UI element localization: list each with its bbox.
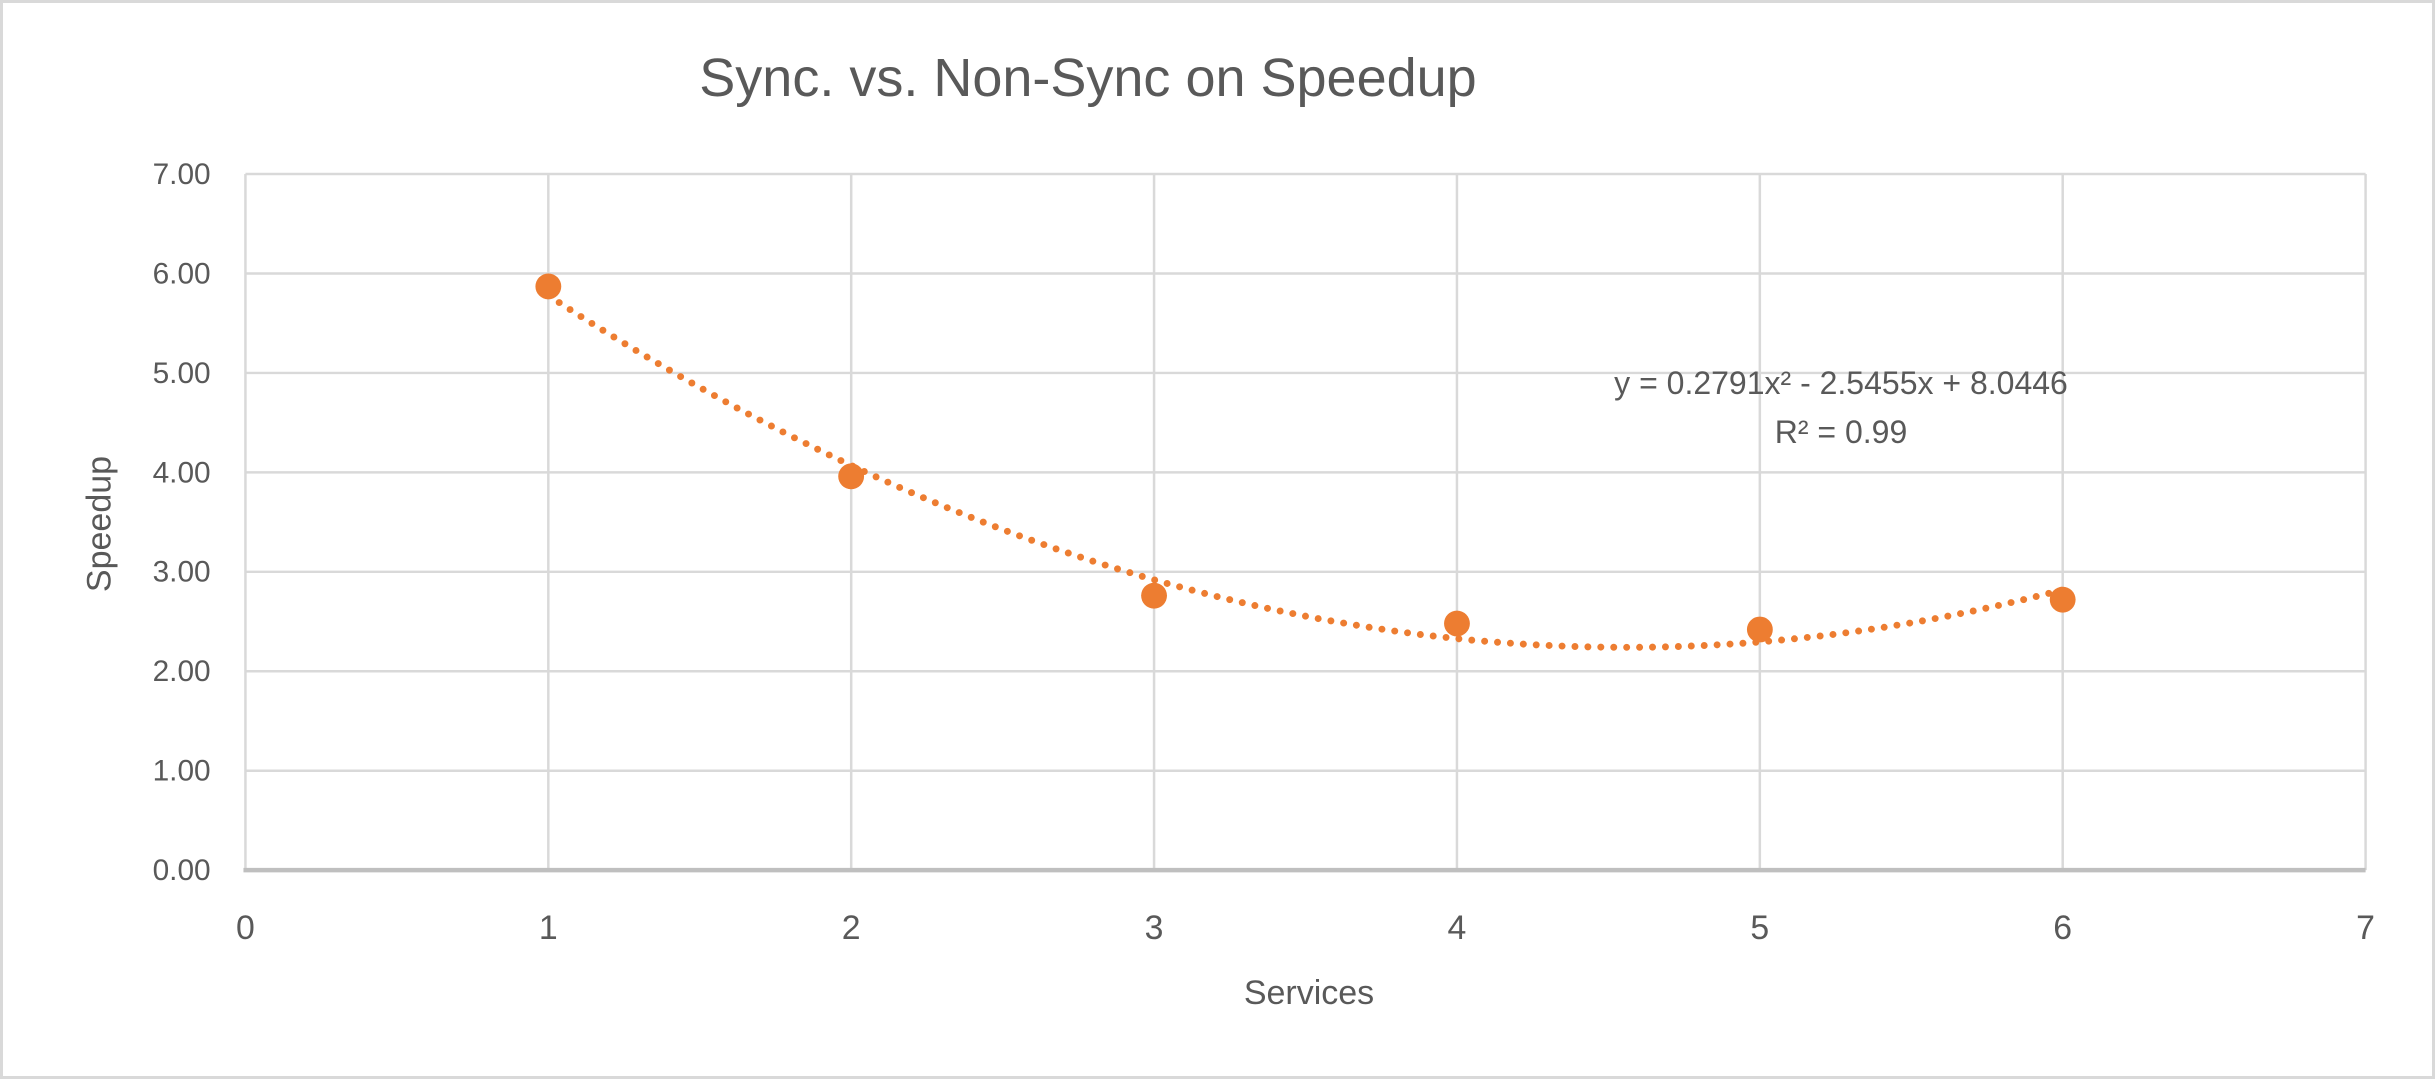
y-axis-tick-label: 1.00 <box>153 755 211 788</box>
x-axis-tick-label: 6 <box>2053 909 2072 947</box>
y-axis-tick-label: 3.00 <box>153 556 211 589</box>
data-point <box>838 463 865 490</box>
data-point <box>535 273 562 300</box>
y-axis-title: Speedup <box>80 455 119 593</box>
chart-title: Sync. vs. Non-Sync on Speedup <box>699 48 1477 108</box>
y-axis-tick-label: 5.00 <box>153 357 211 390</box>
plot-svg: 0.00 1.00 2.00 3.00 4.00 5.00 6.00 7.00 0 1 2 3 4 5 6 7 <box>153 158 2375 947</box>
trendline-equation-label: y = 0.2791x² - 2.5455x + 8.0446 R² = 0.9… <box>1614 359 2068 457</box>
y-axis-tick-label: 7.00 <box>153 158 211 191</box>
trendline <box>544 292 2067 651</box>
x-axis-tick-label: 2 <box>842 909 861 947</box>
data-point <box>1444 610 1470 637</box>
x-axis-tick-label: 3 <box>1145 909 1164 947</box>
trendline-equation-line: y = 0.2791x² - 2.5455x + 8.0446 <box>1614 365 2068 401</box>
x-axis-tick-label: 1 <box>539 909 558 947</box>
data-point <box>2049 586 2076 613</box>
y-axis-tick-label: 0.00 <box>153 854 211 887</box>
r-squared-line: R² = 0.99 <box>1774 414 1908 450</box>
x-axis-tick-label: 5 <box>1750 909 1769 947</box>
data-point <box>1141 582 1167 609</box>
data-point <box>1746 616 1773 643</box>
y-axis-tick-label: 2.00 <box>153 655 211 688</box>
x-axis-tick-label: 4 <box>1448 909 1467 947</box>
y-axis-tick-label: 4.00 <box>153 456 211 489</box>
y-axis-tick-label: 6.00 <box>153 257 211 290</box>
x-axis-title: Services <box>1243 974 1375 1012</box>
x-axis-tick-label: 0 <box>236 909 255 947</box>
x-axis-tick-label: 7 <box>2356 909 2375 947</box>
